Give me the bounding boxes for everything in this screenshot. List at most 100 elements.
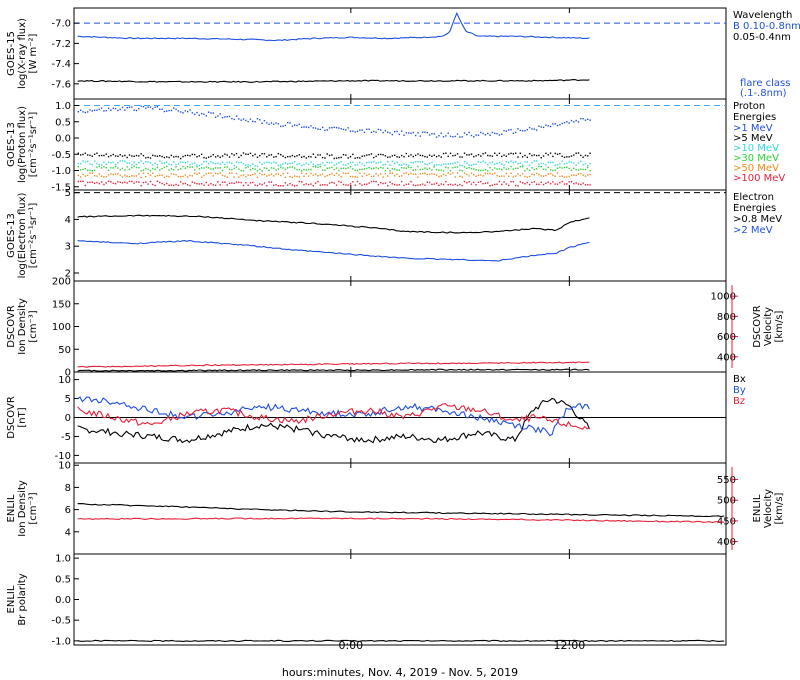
series-point->30 MeV [273,167,275,170]
series-point->30 MeV [177,169,180,171]
series-point->10 MeV [489,162,491,164]
series-point->1 MeV [456,133,459,135]
series-point->10 MeV [107,161,110,163]
series-point->1 MeV [487,132,489,135]
series-point->10 MeV [340,160,342,163]
series-point->10 MeV [526,161,529,163]
series-point->5 MeV [389,156,391,158]
series-point->50 MeV [349,175,352,178]
series-point->5 MeV [275,155,277,158]
series-point->50 MeV [407,173,410,176]
series-point->50 MeV [380,173,382,175]
series-point->50 MeV [428,173,431,175]
y-tick-label: 0.0 [55,595,71,606]
series-point->100 MeV [512,181,515,183]
series-point->30 MeV [554,169,556,171]
series-point->10 MeV [419,161,421,163]
series-point->50 MeV [303,175,305,177]
series-point->100 MeV [317,181,319,183]
series-point->100 MeV [345,184,347,186]
series-point->1 MeV [82,111,84,113]
series-point->5 MeV [307,155,310,158]
series-point->50 MeV [440,175,442,177]
series-point->1 MeV [282,125,284,127]
legend-entry: >30 MeV [733,153,779,164]
series-point->1 MeV [189,109,191,111]
series-point->50 MeV [96,175,98,177]
series-point->100 MeV [121,182,124,184]
series-point->50 MeV [189,174,191,177]
series-point->5 MeV [577,152,580,154]
series-point->30 MeV [128,168,131,171]
legend-entry: >2 MeV [733,225,773,236]
y-axis-label-line: [nT] [17,407,28,427]
series-point->100 MeV [170,184,173,186]
series-point->50 MeV [173,173,175,176]
x-tick-label: 0:00 [338,639,363,652]
legend-title: Electron [733,192,774,203]
series-point->10 MeV [175,163,177,166]
series-point->5 MeV [473,156,475,158]
series-point->5 MeV [282,155,284,157]
series-point->30 MeV [117,167,119,169]
series-point->1 MeV [240,119,242,121]
series-point->10 MeV [454,162,456,164]
series-point->1 MeV [580,117,582,120]
series-point->5 MeV [319,154,321,156]
series-point->100 MeV [203,184,205,186]
y-tick-label: -5 [61,432,71,443]
series-point->10 MeV [352,161,354,164]
series-point->100 MeV [414,184,417,187]
series-point->1 MeV [470,134,473,137]
series-point->5 MeV [519,152,522,154]
series-point->5 MeV [233,154,235,156]
y-tick-label: 0 [65,368,71,379]
series-point->30 MeV [131,166,133,169]
series-point->50 MeV [389,172,391,174]
series-point->30 MeV [521,165,524,168]
series-point->5 MeV [117,155,119,157]
series-point->50 MeV [452,172,454,174]
series-point->100 MeV [533,181,535,183]
series-point->1 MeV [163,110,166,113]
series-point->50 MeV [314,173,317,175]
series-point->30 MeV [570,169,573,172]
series-point->100 MeV [489,184,491,187]
series-point->5 MeV [124,154,126,157]
series-point->30 MeV [370,168,373,170]
series-point->1 MeV [531,128,533,130]
series-point->50 MeV [589,173,591,176]
series-point->1 MeV [505,130,508,132]
series-point->5 MeV [570,155,573,157]
series-point->100 MeV [417,184,419,186]
series-point->5 MeV [205,157,207,159]
series-point->50 MeV [547,173,549,175]
series-point->1 MeV [252,120,254,123]
y-axis-label-line: ENLIL [6,494,17,522]
series-point->100 MeV [117,180,119,183]
series-point->100 MeV [280,185,282,187]
series-point->1 MeV [373,130,375,133]
series-point->30 MeV [519,165,522,168]
series-point->100 MeV [477,181,480,184]
series-point->5 MeV [317,154,319,156]
series-point->1 MeV [466,133,468,136]
series-point->1 MeV [524,130,526,132]
series-line-0.05-0.4nm [77,79,590,83]
series-point->5 MeV [477,154,480,156]
series-point->50 MeV [412,173,415,175]
series-point->10 MeV [110,162,112,164]
series-point->5 MeV [359,157,361,159]
series-point->50 MeV [305,172,308,175]
series-point->100 MeV [589,184,591,186]
series-point->1 MeV [254,121,256,123]
series-point->30 MeV [542,168,545,170]
series-point->1 MeV [275,122,277,124]
series-point->30 MeV [138,167,140,169]
series-point->100 MeV [179,181,182,183]
series-point->30 MeV [438,169,440,171]
series-point->1 MeV [535,129,538,131]
flare-class-note: flare class [740,78,790,89]
series-point->50 MeV [517,173,519,175]
series-point->1 MeV [556,124,559,127]
